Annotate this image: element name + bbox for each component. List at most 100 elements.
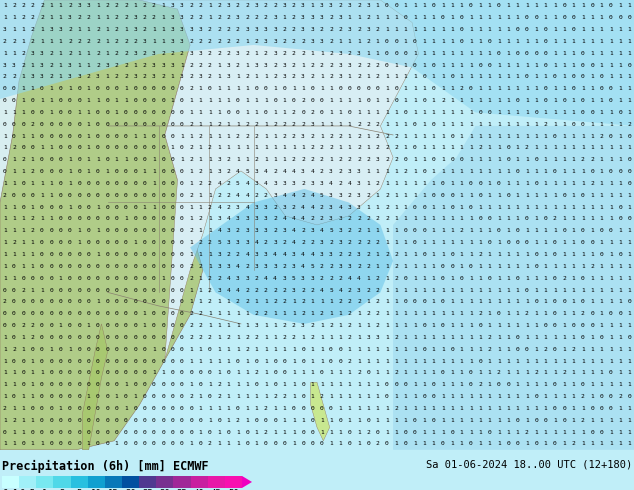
Text: 1: 1 bbox=[385, 311, 389, 316]
Text: 1: 1 bbox=[507, 110, 510, 115]
Text: 1: 1 bbox=[469, 347, 473, 352]
Text: 3: 3 bbox=[283, 276, 286, 281]
Text: 30: 30 bbox=[160, 489, 171, 490]
Text: 1: 1 bbox=[441, 74, 444, 79]
Text: 0: 0 bbox=[618, 110, 622, 115]
Text: 0: 0 bbox=[600, 335, 603, 340]
Text: 0: 0 bbox=[77, 418, 81, 423]
Text: 1: 1 bbox=[543, 335, 547, 340]
Text: 2: 2 bbox=[115, 27, 119, 32]
Text: 3: 3 bbox=[329, 217, 333, 221]
Text: 2: 2 bbox=[376, 299, 380, 304]
Text: 1: 1 bbox=[515, 370, 519, 375]
Text: 0: 0 bbox=[432, 193, 436, 198]
Text: 1: 1 bbox=[385, 181, 389, 186]
Text: 0: 0 bbox=[105, 264, 109, 269]
Text: 1: 1 bbox=[22, 240, 25, 245]
Text: 2: 2 bbox=[68, 27, 72, 32]
Text: 3: 3 bbox=[301, 169, 305, 174]
Text: 1: 1 bbox=[600, 323, 603, 328]
Text: 0: 0 bbox=[385, 3, 389, 8]
Text: 4: 4 bbox=[283, 169, 286, 174]
Text: 1: 1 bbox=[600, 347, 603, 352]
Text: 0: 0 bbox=[59, 181, 63, 186]
Text: 1: 1 bbox=[497, 134, 501, 139]
Text: 0: 0 bbox=[143, 394, 146, 399]
Text: 3: 3 bbox=[254, 63, 258, 68]
Text: 0: 0 bbox=[525, 15, 529, 20]
Text: 1: 1 bbox=[488, 205, 491, 210]
Text: 1: 1 bbox=[488, 122, 491, 127]
Text: 0: 0 bbox=[124, 359, 127, 364]
Text: 2: 2 bbox=[22, 288, 25, 293]
Text: 4: 4 bbox=[245, 252, 249, 257]
Text: 1: 1 bbox=[469, 418, 473, 423]
Text: 1: 1 bbox=[273, 146, 277, 150]
Text: 1: 1 bbox=[628, 370, 631, 375]
Text: 2: 2 bbox=[329, 74, 333, 79]
Text: 0: 0 bbox=[143, 430, 146, 435]
Text: 0: 0 bbox=[152, 146, 156, 150]
Text: 1: 1 bbox=[283, 406, 286, 411]
Text: 1: 1 bbox=[348, 39, 351, 44]
Text: 0: 0 bbox=[543, 323, 547, 328]
Text: 0: 0 bbox=[68, 323, 72, 328]
Text: 1: 1 bbox=[376, 370, 380, 375]
Text: 3: 3 bbox=[283, 228, 286, 233]
Text: 0: 0 bbox=[22, 441, 25, 446]
Text: 0: 0 bbox=[68, 394, 72, 399]
Text: 2: 2 bbox=[49, 74, 53, 79]
Text: 0: 0 bbox=[115, 406, 119, 411]
Text: 2: 2 bbox=[264, 193, 268, 198]
Text: 1: 1 bbox=[404, 217, 408, 221]
Text: 1: 1 bbox=[441, 394, 444, 399]
Text: 0: 0 bbox=[339, 347, 342, 352]
Text: 1: 1 bbox=[478, 276, 482, 281]
Text: 3: 3 bbox=[283, 3, 286, 8]
Text: 0: 0 bbox=[49, 430, 53, 435]
Text: 1: 1 bbox=[385, 169, 389, 174]
Text: 0: 0 bbox=[22, 311, 25, 316]
Text: 1: 1 bbox=[553, 335, 557, 340]
Text: 1: 1 bbox=[292, 370, 295, 375]
Text: 1: 1 bbox=[87, 27, 91, 32]
Text: 0: 0 bbox=[571, 323, 575, 328]
Text: 0: 0 bbox=[96, 134, 100, 139]
Text: 1: 1 bbox=[562, 382, 566, 387]
Text: 1: 1 bbox=[478, 74, 482, 79]
Text: 3: 3 bbox=[348, 27, 351, 32]
Text: 1: 1 bbox=[87, 86, 91, 91]
Text: 2: 2 bbox=[283, 335, 286, 340]
Text: 1: 1 bbox=[366, 323, 370, 328]
Text: 0: 0 bbox=[124, 394, 127, 399]
Text: 2: 2 bbox=[376, 311, 380, 316]
Text: 0: 0 bbox=[590, 406, 594, 411]
Text: 0: 0 bbox=[254, 382, 258, 387]
Text: 1: 1 bbox=[422, 181, 426, 186]
Text: 1: 1 bbox=[208, 157, 212, 162]
Text: 1: 1 bbox=[571, 276, 575, 281]
Text: 3: 3 bbox=[301, 74, 305, 79]
Text: 2: 2 bbox=[357, 240, 361, 245]
Text: 0: 0 bbox=[488, 110, 491, 115]
Text: 1: 1 bbox=[385, 276, 389, 281]
Text: 0: 0 bbox=[161, 418, 165, 423]
Text: 2: 2 bbox=[226, 205, 230, 210]
Text: 1: 1 bbox=[236, 347, 240, 352]
Text: 1: 1 bbox=[404, 418, 408, 423]
Text: 1: 1 bbox=[22, 169, 25, 174]
Text: 1: 1 bbox=[217, 63, 221, 68]
Text: 1: 1 bbox=[609, 335, 612, 340]
Text: 0: 0 bbox=[180, 252, 184, 257]
Text: 1: 1 bbox=[12, 406, 16, 411]
Text: 3: 3 bbox=[133, 74, 137, 79]
Text: 0: 0 bbox=[77, 217, 81, 221]
Text: 0: 0 bbox=[581, 335, 585, 340]
Text: 3: 3 bbox=[376, 157, 380, 162]
Text: 2: 2 bbox=[311, 74, 314, 79]
Text: 1: 1 bbox=[618, 347, 622, 352]
Text: 0: 0 bbox=[59, 299, 63, 304]
Text: 0: 0 bbox=[161, 311, 165, 316]
Text: 1: 1 bbox=[469, 311, 473, 316]
Text: 0: 0 bbox=[515, 98, 519, 103]
